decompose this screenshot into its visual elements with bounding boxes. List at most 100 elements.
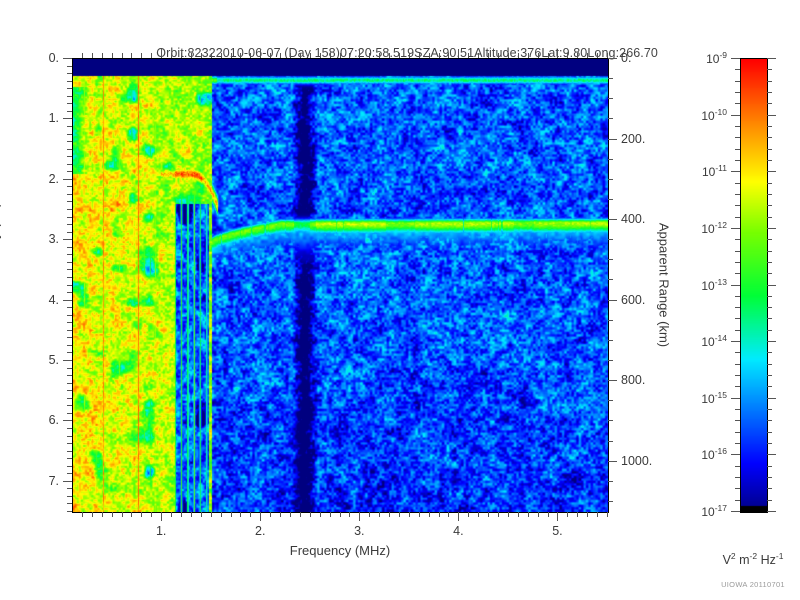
y-tick-left (67, 141, 72, 142)
colorbar-tick-label: 10-10 (701, 107, 727, 123)
colorbar-tick-right (767, 398, 776, 399)
x-tick-minor (359, 512, 360, 521)
y-tick-left (67, 428, 72, 429)
y-tick-right (608, 481, 613, 482)
x-tick-minor-top (597, 53, 598, 58)
y-tick-right (608, 461, 617, 462)
x-tick-minor-top (201, 53, 202, 58)
colorbar-base: 10 (701, 109, 715, 123)
x-tick-minor (528, 512, 529, 517)
y-tick-left (63, 179, 72, 180)
x-tick-minor-top (369, 53, 370, 58)
x-tick-minor-top (151, 53, 152, 58)
y-tick-left (67, 103, 72, 104)
y-tick-label-left: 2. (48, 171, 59, 186)
x-tick-minor (607, 512, 608, 517)
colorbar-subtick-right (767, 500, 772, 501)
x-tick-minor (181, 512, 182, 517)
y-tick-left (67, 247, 72, 248)
x-tick-minor (201, 512, 202, 517)
y-tick-left (63, 481, 72, 482)
altitude-value: 376 (520, 46, 542, 60)
y-tick-right (608, 501, 613, 502)
y-tick-left (67, 88, 72, 89)
x-tick-minor (379, 512, 380, 517)
x-tick-minor-top (528, 53, 529, 58)
y-tick-left (67, 443, 72, 444)
colorbar-subtick-left (735, 330, 740, 331)
y-tick-left (67, 269, 72, 270)
x-tick-minor-top (439, 53, 440, 58)
x-tick-minor-top (567, 53, 568, 58)
y-tick-left (67, 496, 72, 497)
x-tick-minor-top (82, 53, 83, 58)
x-tick-minor-top (518, 53, 519, 58)
y-tick-right (608, 259, 613, 260)
colorbar-subtick-right (767, 81, 772, 82)
colorbar-subtick-left (735, 81, 740, 82)
colorbar-subtick-right (767, 262, 772, 263)
colorbar-subtick-right (767, 205, 772, 206)
y-tick-left (67, 224, 72, 225)
y-tick-left (67, 232, 72, 233)
colorbar-subtick-left (735, 420, 740, 421)
y-tick-right (608, 159, 613, 160)
credit-text: UIOWA 20110701 (721, 580, 785, 589)
colorbar-tick-left (731, 341, 740, 342)
colorbar-subtick-left (735, 488, 740, 489)
colorbar-subtick-right (767, 352, 772, 353)
colorbar-tick-right (767, 341, 776, 342)
colorbar-subtick-left (735, 364, 740, 365)
colorbar-tick-label: 10-16 (701, 446, 727, 462)
colorbar-subtick-left (735, 239, 740, 240)
colorbar-tick-right (767, 228, 776, 229)
y-tick-left (67, 126, 72, 127)
x-tick-minor (429, 512, 430, 517)
colorbar-subtick-right (767, 296, 772, 297)
colorbar-subtick-right (767, 330, 772, 331)
colorbar-base: 10 (701, 279, 715, 293)
y-tick-label-left: 0. (48, 51, 59, 65)
colorbar-subtick-left (735, 137, 740, 138)
colorbar-subtick-right (767, 420, 772, 421)
x-tick-minor (340, 512, 341, 517)
y-tick-label-left: 1. (48, 111, 59, 126)
y-tick-left (67, 149, 72, 150)
colorbar-exponent: -14 (714, 333, 727, 343)
x-axis-title: Frequency (MHz) (289, 543, 391, 558)
y-tick-left (67, 292, 72, 293)
colorbar-subtick-left (735, 375, 740, 376)
x-tick-minor-top (211, 53, 212, 58)
x-tick-minor-top (557, 49, 558, 58)
x-tick-minor (508, 512, 509, 517)
y-tick-label-right: 0. (621, 51, 632, 65)
x-tick-minor-top (577, 53, 578, 58)
colorbar-subtick-right (767, 443, 772, 444)
x-tick-minor (548, 512, 549, 517)
y-tick-left (63, 360, 72, 361)
x-tick-minor (112, 512, 113, 517)
colorbar-subtick-right (767, 409, 772, 410)
x-tick-minor (191, 512, 192, 517)
x-tick-minor-top (102, 53, 103, 58)
y-tick-left (63, 420, 72, 421)
colorbar-subtick-left (735, 92, 740, 93)
colorbar-exponent: -15 (714, 390, 727, 400)
colorbar-subtick-left (735, 477, 740, 478)
x-tick-minor (448, 512, 449, 517)
y-tick-left (67, 81, 72, 82)
colorbar-subtick-right (767, 92, 772, 93)
colorbar-subtick-left (735, 262, 740, 263)
colorbar-base: 10 (706, 52, 720, 66)
x-tick-label: 1. (155, 524, 167, 538)
x-tick-minor-top (359, 49, 360, 58)
x-tick-minor (221, 512, 222, 517)
x-tick-minor (458, 512, 459, 521)
y-tick-right (608, 219, 617, 220)
x-tick-minor-top (191, 53, 192, 58)
colorbar-subtick-left (735, 273, 740, 274)
observation-time: 07:20:58.519 (339, 46, 415, 60)
colorbar-subtick-right (767, 386, 772, 387)
colorbar-subtick-left (735, 318, 740, 319)
y-tick-left (67, 511, 72, 512)
